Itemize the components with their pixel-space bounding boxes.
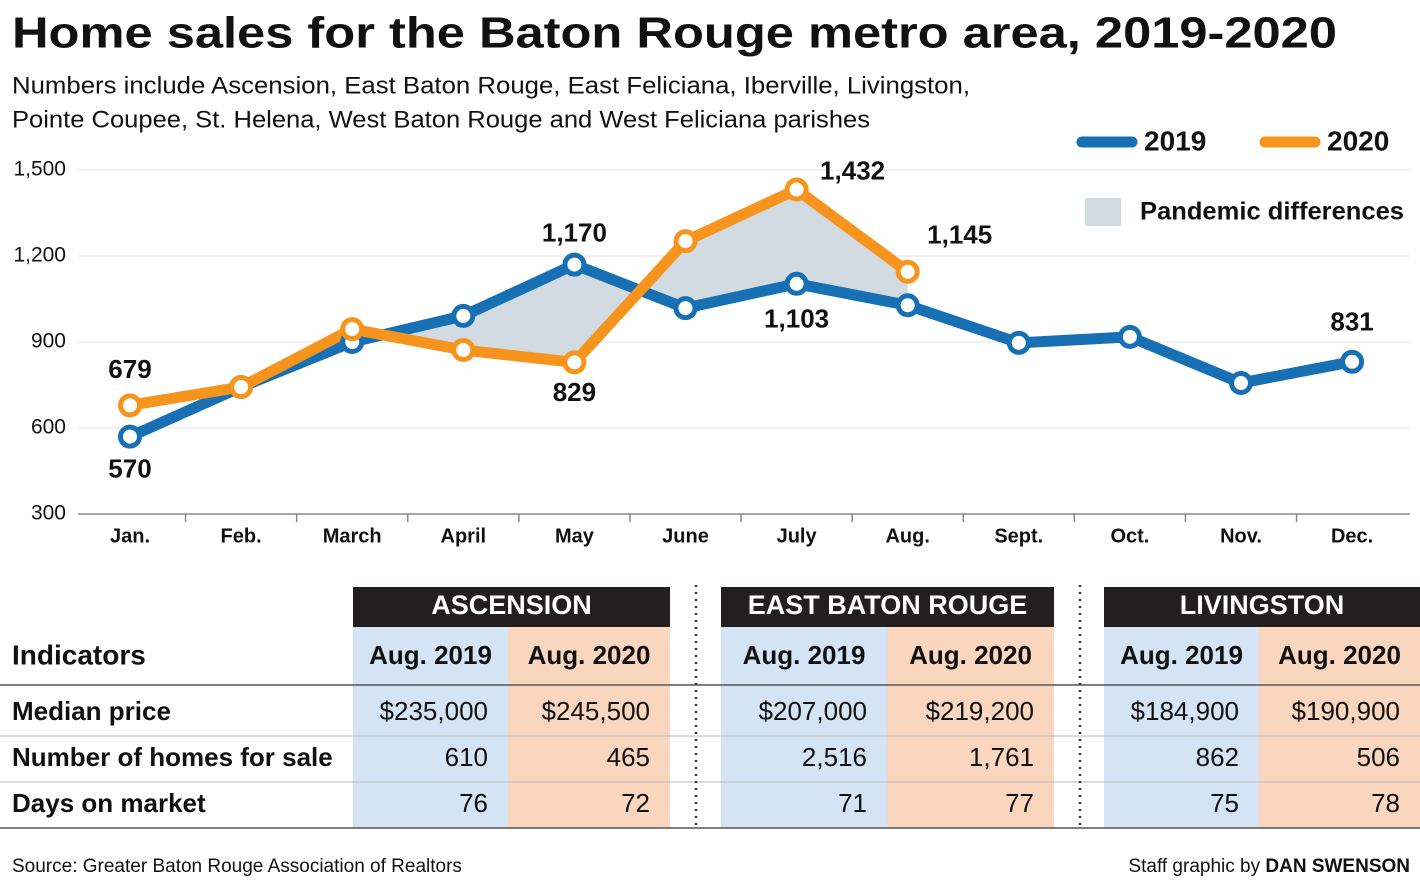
cell: 862 (1196, 742, 1239, 772)
cell: $219,200 (926, 696, 1034, 726)
x-tick-label: Nov. (1220, 525, 1262, 547)
cell: $207,000 (759, 696, 867, 726)
point (1117, 324, 1142, 349)
y-tick-label: 900 (31, 330, 66, 353)
column-bg (508, 627, 670, 828)
cell: 77 (1005, 788, 1034, 818)
legend-label: Pandemic differences (1140, 198, 1404, 226)
row-label: Number of homes for sale (12, 742, 333, 772)
column-header: Aug. 2019 (1120, 640, 1243, 670)
cell: 1,761 (969, 742, 1034, 772)
data-label: 1,432 (820, 155, 885, 185)
cell: 76 (459, 788, 488, 818)
x-tick-label: June (662, 525, 709, 547)
y-tick-label: 1,200 (13, 244, 66, 267)
credit-name: DAN SWENSON (1265, 856, 1410, 877)
x-tick-label: March (323, 525, 382, 547)
column-header: Aug. 2020 (528, 640, 651, 670)
y-tick-label: 1,500 (13, 158, 66, 181)
y-tick-label: 300 (31, 502, 66, 525)
legend-swatch (1085, 198, 1121, 226)
point (673, 229, 698, 254)
point (118, 424, 142, 449)
credit-prefix: Staff graphic by (1128, 856, 1265, 877)
x-tick-label: Aug. (885, 525, 929, 547)
group-header: ASCENSION (431, 590, 592, 620)
table-header: Indicators (12, 639, 146, 670)
point (1229, 370, 1253, 395)
x-tick-label: July (777, 525, 818, 547)
cell: 465 (607, 742, 650, 772)
cell: $245,500 (542, 696, 650, 726)
cell: 2,516 (802, 742, 867, 772)
cell: 72 (621, 788, 650, 818)
point (229, 375, 254, 400)
point (562, 350, 587, 375)
source: Source: Greater Baton Rouge Association … (12, 856, 462, 877)
column-header: Aug. 2020 (909, 640, 1032, 670)
column-header: Aug. 2019 (743, 640, 866, 670)
data-label: 679 (108, 354, 151, 384)
point (118, 393, 142, 418)
cell: $190,900 (1292, 696, 1400, 726)
data-label: 829 (553, 377, 596, 407)
series-line (124, 183, 914, 411)
point (451, 338, 476, 363)
point (340, 317, 365, 342)
cell: 610 (445, 742, 488, 772)
subtitle: Numbers include Ascension, East Baton Ro… (12, 72, 970, 99)
column-bg (721, 627, 887, 828)
data-label: 1,170 (542, 217, 607, 247)
point (895, 259, 920, 284)
cell: 506 (1357, 742, 1400, 772)
column-bg (1259, 627, 1420, 828)
row-label: Days on market (12, 788, 206, 818)
legend-label: 2020 (1327, 125, 1389, 156)
x-tick-label: May (555, 525, 595, 547)
x-tick-label: Oct. (1110, 525, 1149, 547)
cell: $235,000 (380, 696, 488, 726)
data-label: 1,145 (927, 220, 992, 250)
x-tick-label: Feb. (221, 525, 262, 547)
group-header: EAST BATON ROUGE (748, 590, 1028, 620)
group-header: LIVINGSTON (1180, 590, 1345, 620)
point (673, 296, 698, 321)
cell: 78 (1371, 788, 1400, 818)
point (1006, 330, 1031, 355)
x-tick-label: Dec. (1331, 525, 1373, 547)
x-tick-label: Sept. (994, 525, 1043, 547)
point (1340, 349, 1365, 374)
column-bg (1104, 627, 1259, 828)
x-tick-label: April (441, 525, 487, 547)
cell: 75 (1210, 788, 1239, 818)
group-header-bg (721, 587, 1054, 627)
column-header: Aug. 2019 (369, 640, 492, 670)
cell: 71 (838, 788, 867, 818)
series-line (124, 259, 1358, 443)
point (562, 252, 587, 277)
cell: $184,900 (1131, 696, 1239, 726)
x-tick-label: Jan. (110, 525, 150, 547)
chart-title: Home sales for the Baton Rouge metro are… (12, 9, 1337, 58)
point (895, 293, 920, 318)
point (784, 177, 809, 202)
column-bg (353, 627, 508, 828)
group-header-bg (1104, 587, 1420, 627)
legend-label: 2019 (1144, 125, 1206, 156)
column-header: Aug. 2020 (1278, 640, 1401, 670)
data-label: 1,103 (764, 304, 829, 334)
group-header-bg (353, 587, 670, 627)
column-bg (887, 627, 1054, 828)
row-label: Median price (12, 696, 171, 726)
point (784, 271, 809, 296)
subtitle: Pointe Coupee, St. Helena, West Baton Ro… (12, 106, 870, 133)
pandemic-difference-area (352, 189, 908, 363)
credit: Staff graphic by DAN SWENSON (1128, 856, 1410, 877)
point (451, 303, 476, 328)
y-tick-label: 600 (31, 416, 66, 439)
data-label: 831 (1330, 307, 1373, 337)
data-label: 570 (108, 453, 151, 483)
